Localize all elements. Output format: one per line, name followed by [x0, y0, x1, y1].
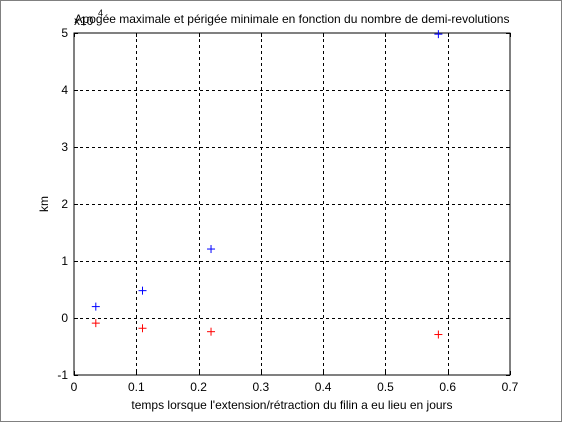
x-tick-label: 0: [71, 380, 78, 394]
y-tick-label: 1: [61, 254, 68, 268]
data-point: [91, 319, 100, 328]
x-tick-label: 0.2: [190, 380, 207, 394]
x-tick-label: 0.5: [377, 380, 394, 394]
x-tick-label: 0.6: [439, 380, 456, 394]
grid-lines: [74, 33, 510, 375]
x-tick-labels: 0 0.1 0.2 0.3 0.4 0.5 0.6 0.7: [71, 380, 519, 394]
y-tick-label: 2: [61, 197, 68, 211]
y-tick-label: 3: [61, 140, 68, 154]
y-exponent-power: 4: [98, 8, 103, 18]
data-point: [207, 245, 216, 254]
y-tick-label: -1: [57, 368, 68, 382]
data-point: [434, 30, 443, 39]
y-axis-title: km: [37, 196, 51, 212]
data-point: [91, 302, 100, 311]
data-point: [138, 324, 147, 333]
y-tick-label: 5: [61, 26, 68, 40]
y-tick-label: 4: [61, 83, 68, 97]
data-points: [91, 30, 443, 339]
y-tick-label: 0: [61, 311, 68, 325]
y-tick-labels: -1 0 1 2 3 4 5: [57, 26, 68, 382]
x-tick-label: 0.1: [128, 380, 145, 394]
x-axis-title: temps lorsque l'extension/rétraction du …: [131, 398, 452, 412]
axis-ticks: [74, 33, 511, 376]
data-point: [138, 286, 147, 295]
data-point: [207, 327, 216, 336]
x-tick-label: 0.3: [253, 380, 270, 394]
y-exponent-label: x10: [74, 14, 94, 28]
x-tick-label: 0.4: [315, 380, 332, 394]
x-tick-label: 0.7: [502, 380, 519, 394]
data-point: [434, 330, 443, 339]
chart-title: Apogée maximale et périgée minimale en f…: [75, 12, 510, 26]
